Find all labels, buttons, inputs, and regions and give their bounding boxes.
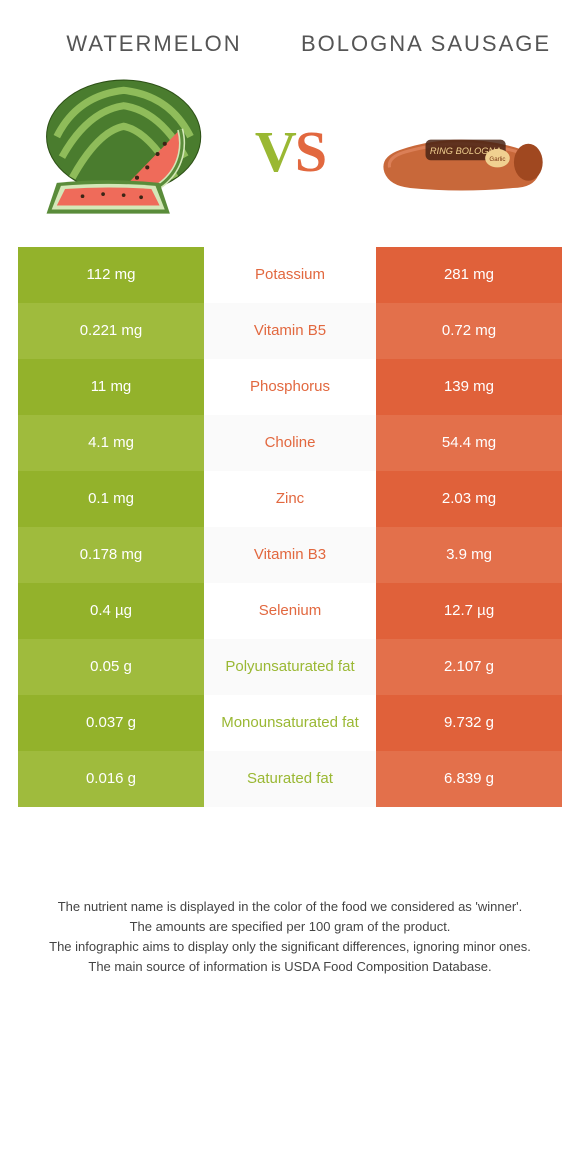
- vs-v: V: [255, 118, 295, 185]
- value-right: 2.107 g: [376, 639, 562, 695]
- vs-s: S: [295, 118, 325, 185]
- table-row: 11 mgPhosphorus139 mg: [18, 359, 562, 415]
- value-left: 0.4 µg: [18, 583, 204, 639]
- footnote-line: The infographic aims to display only the…: [26, 937, 554, 957]
- nutrient-label: Saturated fat: [204, 751, 376, 807]
- footnote-line: The main source of information is USDA F…: [26, 957, 554, 977]
- table-row: 112 mgPotassium281 mg: [18, 247, 562, 303]
- table-row: 0.4 µgSelenium12.7 µg: [18, 583, 562, 639]
- nutrient-label: Phosphorus: [204, 359, 376, 415]
- value-right: 2.03 mg: [376, 471, 562, 527]
- value-left: 112 mg: [18, 247, 204, 303]
- vs-row: VS RING BOLOGNA Garlic: [18, 77, 562, 227]
- table-row: 0.221 mgVitamin B50.72 mg: [18, 303, 562, 359]
- value-right: 3.9 mg: [376, 527, 562, 583]
- table-row: 4.1 mgCholine54.4 mg: [18, 415, 562, 471]
- value-left: 0.037 g: [18, 695, 204, 751]
- nutrient-label: Polyunsaturated fat: [204, 639, 376, 695]
- value-left: 0.178 mg: [18, 527, 204, 583]
- value-right: 9.732 g: [376, 695, 562, 751]
- svg-text:Garlic: Garlic: [489, 156, 505, 163]
- nutrient-label: Vitamin B5: [204, 303, 376, 359]
- table-row: 0.016 gSaturated fat6.839 g: [18, 751, 562, 807]
- footnote-line: The amounts are specified per 100 gram o…: [26, 917, 554, 937]
- footnotes: The nutrient name is displayed in the co…: [18, 897, 562, 978]
- value-right: 12.7 µg: [376, 583, 562, 639]
- nutrient-table: 112 mgPotassium281 mg0.221 mgVitamin B50…: [18, 247, 562, 807]
- nutrient-label: Choline: [204, 415, 376, 471]
- value-left: 4.1 mg: [18, 415, 204, 471]
- value-right: 54.4 mg: [376, 415, 562, 471]
- value-left: 0.221 mg: [18, 303, 204, 359]
- table-row: 0.1 mgZinc2.03 mg: [18, 471, 562, 527]
- sausage-image: RING BOLOGNA Garlic: [369, 77, 554, 227]
- value-left: 0.05 g: [18, 639, 204, 695]
- value-right: 139 mg: [376, 359, 562, 415]
- nutrient-label: Zinc: [204, 471, 376, 527]
- value-left: 0.016 g: [18, 751, 204, 807]
- table-row: 0.178 mgVitamin B33.9 mg: [18, 527, 562, 583]
- nutrient-label: Selenium: [204, 583, 376, 639]
- value-right: 281 mg: [376, 247, 562, 303]
- table-row: 0.037 gMonounsaturated fat9.732 g: [18, 695, 562, 751]
- value-right: 6.839 g: [376, 751, 562, 807]
- watermelon-image: [26, 77, 211, 227]
- nutrient-label: Monounsaturated fat: [204, 695, 376, 751]
- nutrient-label: Vitamin B3: [204, 527, 376, 583]
- vs-label: VS: [255, 118, 325, 185]
- table-row: 0.05 gPolyunsaturated fat2.107 g: [18, 639, 562, 695]
- nutrient-label: Potassium: [204, 247, 376, 303]
- value-left: 11 mg: [18, 359, 204, 415]
- footnote-line: The nutrient name is displayed in the co…: [26, 897, 554, 917]
- header: WATERMELON BOLOGNA SAUSAGE: [18, 30, 562, 59]
- value-left: 0.1 mg: [18, 471, 204, 527]
- title-left: WATERMELON: [18, 30, 290, 59]
- title-right: BOLOGNA SAUSAGE: [290, 30, 562, 59]
- value-right: 0.72 mg: [376, 303, 562, 359]
